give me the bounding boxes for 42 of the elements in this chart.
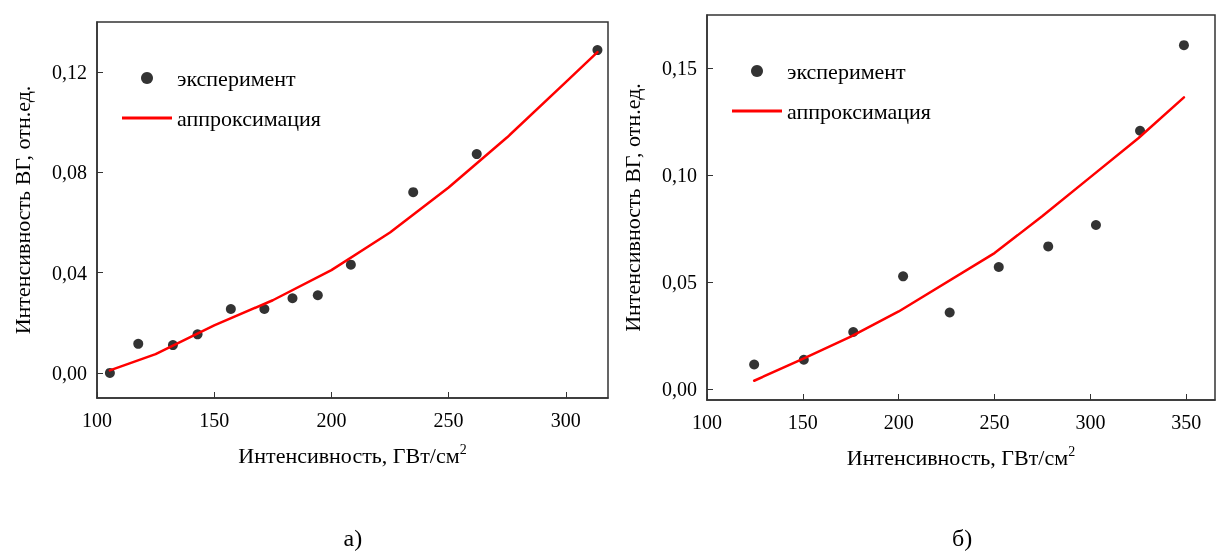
point — [225, 304, 236, 315]
x-tick-label: 150 — [787, 411, 818, 433]
y-tick-label: 0,12 — [52, 61, 87, 84]
legend-label: эксперимент — [177, 65, 297, 91]
point — [345, 259, 356, 270]
y-axis-title: Интенсивность ВГ, отн.ед. — [619, 83, 645, 332]
text: б) — [952, 525, 973, 551]
point — [287, 293, 298, 304]
legend-label: аппроксимация — [177, 105, 321, 131]
point — [312, 290, 323, 301]
line-series — [752, 96, 1186, 382]
x-tick-label: 100 — [692, 411, 722, 433]
x-tick-label: 300 — [1075, 411, 1106, 433]
text: а) — [343, 525, 363, 551]
y-tick-label: 0,08 — [52, 161, 87, 184]
point — [749, 359, 760, 370]
point — [408, 187, 419, 198]
y-tick-label: 0,00 — [662, 378, 697, 401]
point — [944, 307, 955, 318]
y-tick-label: 0,00 — [52, 361, 87, 384]
legend-label: эксперимент — [787, 58, 907, 84]
point — [993, 261, 1004, 272]
y-axis-title: Интенсивность ВГ, отн.ед. — [9, 85, 35, 335]
y-tick-label: 0,15 — [662, 57, 697, 80]
x-tick-label: 200 — [316, 409, 347, 431]
point — [898, 271, 909, 282]
x-tick-label: 150 — [199, 409, 230, 431]
point — [471, 149, 482, 160]
x-tick-label: 250 — [433, 409, 464, 431]
legend-label: аппроксимация — [787, 98, 931, 124]
point — [1178, 40, 1189, 51]
x-tick-label: 350 — [1171, 411, 1202, 433]
point — [133, 338, 144, 349]
x-tick-label: 100 — [82, 409, 112, 431]
x-tick-label: 300 — [550, 409, 581, 431]
y-tick-label: 0,05 — [662, 271, 697, 294]
x-tick-label: 200 — [883, 411, 914, 433]
y-tick-label: 0,04 — [52, 261, 87, 284]
point — [1090, 220, 1101, 231]
y-tick-label: 0,10 — [662, 164, 697, 187]
point — [1043, 241, 1054, 252]
x-tick-label: 250 — [979, 411, 1010, 433]
